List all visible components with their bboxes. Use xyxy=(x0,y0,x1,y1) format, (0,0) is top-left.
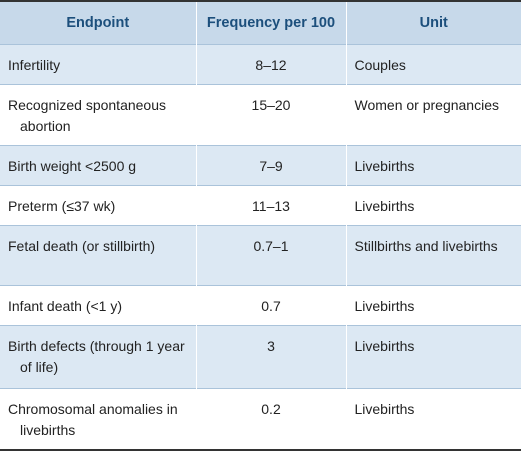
table-row: Preterm (≤37 wk) 11–13 Livebirths xyxy=(0,185,521,226)
table-cell: Livebirths xyxy=(345,388,521,450)
table-cell: 0.7–1 xyxy=(195,225,346,286)
table-row: Birth weight <2500 g 7–9 Livebirths xyxy=(0,145,521,186)
table-row: Infertility 8–12 Couples xyxy=(0,44,521,85)
header-row: Endpoint Frequency per 100 Unit xyxy=(0,1,521,45)
table-cell: 0.2 xyxy=(195,388,346,450)
table-cell: Fetal death (or stillbirth) xyxy=(0,225,196,286)
table-cell: Livebirths xyxy=(345,145,521,186)
table-cell: 7–9 xyxy=(195,145,346,186)
table-row: Birth defects (through 1 year of life) 3 L… xyxy=(0,325,521,389)
table-cell: Recognized spontaneous abortion xyxy=(0,84,196,146)
table-cell: Chromosomal anomalies in livebirths xyxy=(0,388,196,450)
table-cell: 0.7 xyxy=(195,285,346,326)
table-cell: Livebirths xyxy=(345,185,521,226)
table-cell: Infant death (<1 y) xyxy=(0,285,196,326)
table-body: Infertility 8–12 Couples Recognized spontan… xyxy=(0,44,521,450)
table-cell: 11–13 xyxy=(195,185,346,226)
table-cell: Birth defects (through 1 year of life) xyxy=(0,325,196,389)
column-header: Frequency per 100 xyxy=(195,1,346,45)
table-cell: Livebirths xyxy=(345,285,521,326)
table-cell: Stillbirths and livebirths xyxy=(345,225,521,286)
table-row: Infant death (<1 y) 0.7 Livebirths xyxy=(0,285,521,326)
column-header: Unit xyxy=(345,1,521,45)
table-cell: 8–12 xyxy=(195,44,346,85)
column-header: Endpoint xyxy=(0,1,196,45)
table-row: Chromosomal anomalies in livebirths 0.2 Li… xyxy=(0,388,521,450)
table-cell: Couples xyxy=(345,44,521,85)
table-cell: 3 xyxy=(195,325,346,389)
table-cell: Women or pregnancies xyxy=(345,84,521,146)
table-row: Recognized spontaneous abortion 15–20 Wome… xyxy=(0,84,521,146)
table-row: Fetal death (or stillbirth) 0.7–1 Stillbir… xyxy=(0,225,521,286)
table-cell: Livebirths xyxy=(345,325,521,389)
table-cell: Infertility xyxy=(0,44,196,85)
table-cell: Preterm (≤37 wk) xyxy=(0,185,196,226)
table-cell: 15–20 xyxy=(195,84,346,146)
table-cell: Birth weight <2500 g xyxy=(0,145,196,186)
